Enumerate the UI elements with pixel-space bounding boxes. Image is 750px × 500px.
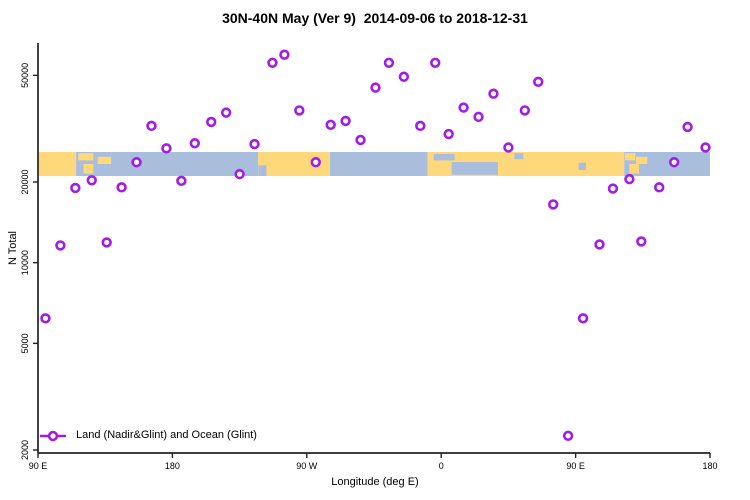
data-point [116, 182, 127, 193]
x-axis-label: Longitude (deg E) [331, 476, 419, 488]
map-band-ocean-patch [451, 162, 498, 175]
data-point [310, 157, 321, 168]
map-band-land-segment [38, 152, 77, 176]
data-point [101, 237, 112, 248]
data-point [55, 240, 66, 251]
y-axis-label: N Total [7, 230, 19, 266]
y-tick-label: 5000 [20, 333, 30, 353]
data-point [70, 182, 81, 194]
legend-label: Land (Nadir&Glint) and Ocean (Glint) [76, 429, 257, 441]
data-point [355, 134, 366, 146]
data-point [636, 236, 647, 247]
data-point [503, 142, 514, 153]
legend-marker-icon [47, 430, 59, 442]
chart-title: 30N-40N May (Ver 9) 2014-09-06 to 2018-1… [222, 10, 528, 26]
y-tick-label: 10000 [20, 250, 30, 275]
map-band-ocean-patch [514, 153, 524, 160]
data-point [383, 57, 395, 68]
x-tick-label: 0 [439, 461, 444, 471]
x-tick-label: 90 E [29, 461, 48, 471]
data-point [220, 107, 232, 118]
data-point [624, 173, 635, 185]
data-point [267, 57, 278, 68]
data-point [294, 105, 305, 116]
data-point [577, 313, 589, 324]
map-band-ocean-patch [578, 162, 587, 170]
y-tick-label: 2000 [20, 440, 30, 460]
map-band-ocean-patch [258, 165, 267, 176]
map-band-land-patch [636, 156, 648, 164]
map-band-land-patch [78, 153, 94, 161]
map-band-ocean-patch [433, 153, 455, 161]
data-point [325, 119, 336, 130]
data-point [189, 138, 201, 149]
map-band-land-patch [97, 156, 112, 164]
data-point [668, 157, 680, 168]
data-point [594, 239, 605, 250]
data-point [86, 175, 97, 186]
data-point [176, 175, 187, 187]
data-point [547, 199, 559, 210]
data-point [430, 57, 441, 68]
x-tick-label: 90 W [296, 461, 318, 471]
data-point [473, 111, 484, 123]
data-point [415, 120, 426, 132]
y-tick-label: 50000 [20, 63, 30, 88]
data-point [40, 313, 51, 324]
data-point [562, 430, 574, 441]
map-band-land-patch [83, 164, 94, 174]
map-band-land-patch [629, 164, 640, 174]
data-point [249, 138, 260, 150]
map-band-ocean-segment [329, 152, 428, 176]
y-tick-label: 20000 [20, 169, 30, 194]
x-tick-label: 180 [165, 461, 180, 471]
data-point [488, 88, 499, 99]
data-point [607, 183, 619, 194]
data-point [340, 115, 351, 127]
data-point [234, 168, 245, 180]
data-point [398, 71, 410, 82]
data-point [146, 120, 157, 132]
x-tick-label: 90 E [566, 461, 585, 471]
data-point [443, 128, 454, 140]
data-point [519, 105, 531, 116]
data-point [682, 121, 693, 133]
data-point [533, 76, 544, 88]
data-point [131, 157, 142, 168]
data-point [458, 102, 469, 113]
data-point [279, 49, 290, 60]
x-tick-label: 180 [702, 461, 717, 471]
data-point [370, 82, 381, 93]
data-point [206, 116, 217, 128]
map-band-land-patch [624, 153, 636, 161]
data-point [700, 142, 711, 153]
data-point [161, 143, 172, 154]
data-point [654, 182, 665, 193]
